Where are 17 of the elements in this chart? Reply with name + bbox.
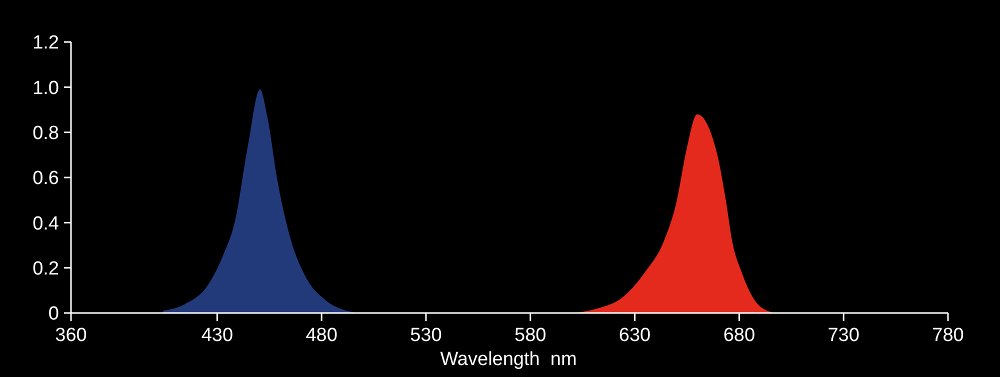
y-tick-label: 0 [48,304,59,325]
x-tick-label: 430 [201,325,234,346]
y-tick-label: 0.4 [32,213,60,234]
x-tick-label: 360 [55,325,87,346]
y-tick-label: 0.2 [32,258,59,280]
x-tick-label: 730 [828,325,860,346]
x-axis-title: Wavelength nm [440,349,577,370]
y-tick-label: 1.0 [32,78,59,99]
x-tick-label: 630 [618,325,651,346]
y-tick-label: 0.8 [32,122,59,144]
x-tick-label: 480 [306,325,338,346]
x-tick-label: 580 [514,325,546,346]
x-tick-label: 530 [410,325,442,346]
x-tick-label: 780 [932,325,964,346]
y-tick-label: 1.2 [32,32,59,54]
y-tick-label: 0.6 [32,168,59,190]
x-tick-label: 680 [723,325,756,346]
